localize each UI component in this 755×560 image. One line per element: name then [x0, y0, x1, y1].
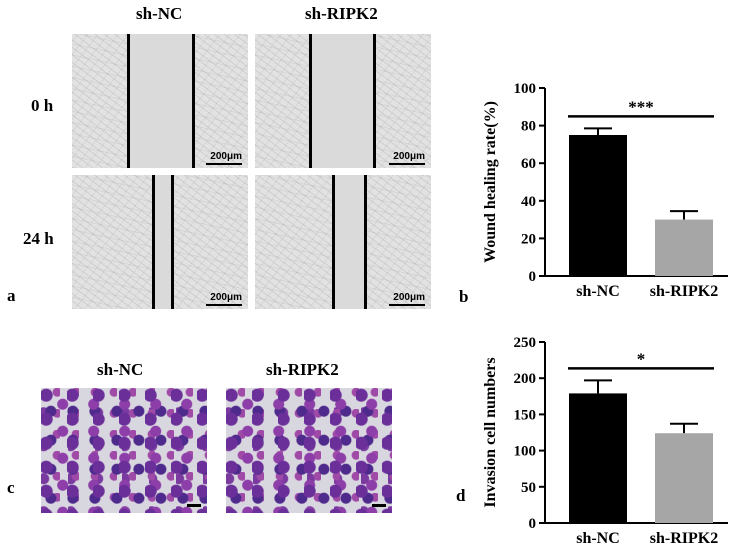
x-tick-label: sh-NC	[576, 283, 620, 300]
micrograph-sh-nc-0h: 200μm	[72, 34, 248, 168]
y-tick-label: 100	[514, 444, 537, 460]
scale-bar	[206, 163, 242, 165]
y-tick-label: 80	[521, 119, 536, 135]
panel-letter-d: d	[456, 486, 466, 505]
x-tick-label: sh-NC	[576, 530, 620, 547]
panel-a-col-label-sh-nc: sh-NC	[136, 4, 183, 23]
wound-edge-line	[332, 175, 335, 309]
y-tick-label: 20	[521, 231, 536, 247]
y-tick-label: 150	[514, 407, 537, 423]
invasion-micrograph-sh-ripk2	[226, 388, 392, 513]
panel-a-row-label-0h: 0 h	[31, 96, 54, 115]
wound-edge-line	[373, 34, 376, 168]
micrograph-sh-ripk2-0h: 200μm	[255, 34, 431, 168]
scale-bar-label: 200μm	[210, 292, 242, 303]
y-tick-label: 0	[529, 516, 537, 532]
panel-letter-c: c	[7, 478, 15, 497]
panel-a-row-label-24h: 24 h	[23, 229, 54, 248]
wound-edge-line	[152, 175, 155, 309]
wound-edge-line	[171, 175, 174, 309]
x-tick-label: sh-RIPK2	[650, 283, 718, 300]
x-tick-label: sh-RIPK2	[650, 530, 718, 547]
y-axis-title: Invasion cell numbers	[482, 357, 499, 507]
y-tick-label: 250	[514, 335, 537, 351]
bar-sh-nc	[569, 393, 627, 523]
scale-bar	[372, 504, 386, 507]
y-tick-label: 60	[521, 156, 536, 172]
panel-a-col-label-sh-ripk2: sh-RIPK2	[305, 4, 378, 23]
scale-bar-label: 200μm	[210, 151, 242, 162]
invasion-micrograph-sh-nc	[41, 388, 207, 513]
bar-sh-nc	[569, 135, 627, 276]
scale-bar-label: 200μm	[393, 292, 425, 303]
y-tick-label: 200	[514, 371, 537, 387]
scale-bar	[187, 504, 201, 507]
panel-letter-a: a	[7, 286, 16, 305]
significance-marker: *	[637, 349, 646, 368]
bar-sh-ripk2	[655, 433, 713, 523]
wound-edge-line	[192, 34, 195, 168]
bar-sh-ripk2	[655, 219, 713, 276]
panel-c-col-label-sh-ripk2: sh-RIPK2	[266, 360, 339, 379]
y-tick-label: 0	[529, 269, 537, 285]
scale-bar	[206, 304, 242, 306]
y-axis-title: Wound healing rate(%)	[482, 101, 499, 263]
micrograph-sh-nc-24h: 200μm	[72, 175, 248, 309]
scale-bar-label: 200μm	[393, 151, 425, 162]
panel-c-col-label-sh-nc: sh-NC	[97, 360, 144, 379]
y-tick-label: 100	[514, 81, 537, 97]
y-tick-label: 50	[521, 480, 536, 496]
micrograph-sh-ripk2-24h: 200μm	[255, 175, 431, 309]
significance-marker: ***	[628, 97, 654, 116]
scale-bar	[389, 163, 425, 165]
panel-letter-b: b	[459, 287, 468, 306]
wound-edge-line	[127, 34, 130, 168]
scale-bar	[389, 304, 425, 306]
y-tick-label: 40	[521, 194, 536, 210]
wound-edge-line	[309, 34, 312, 168]
wound-edge-line	[364, 175, 367, 309]
